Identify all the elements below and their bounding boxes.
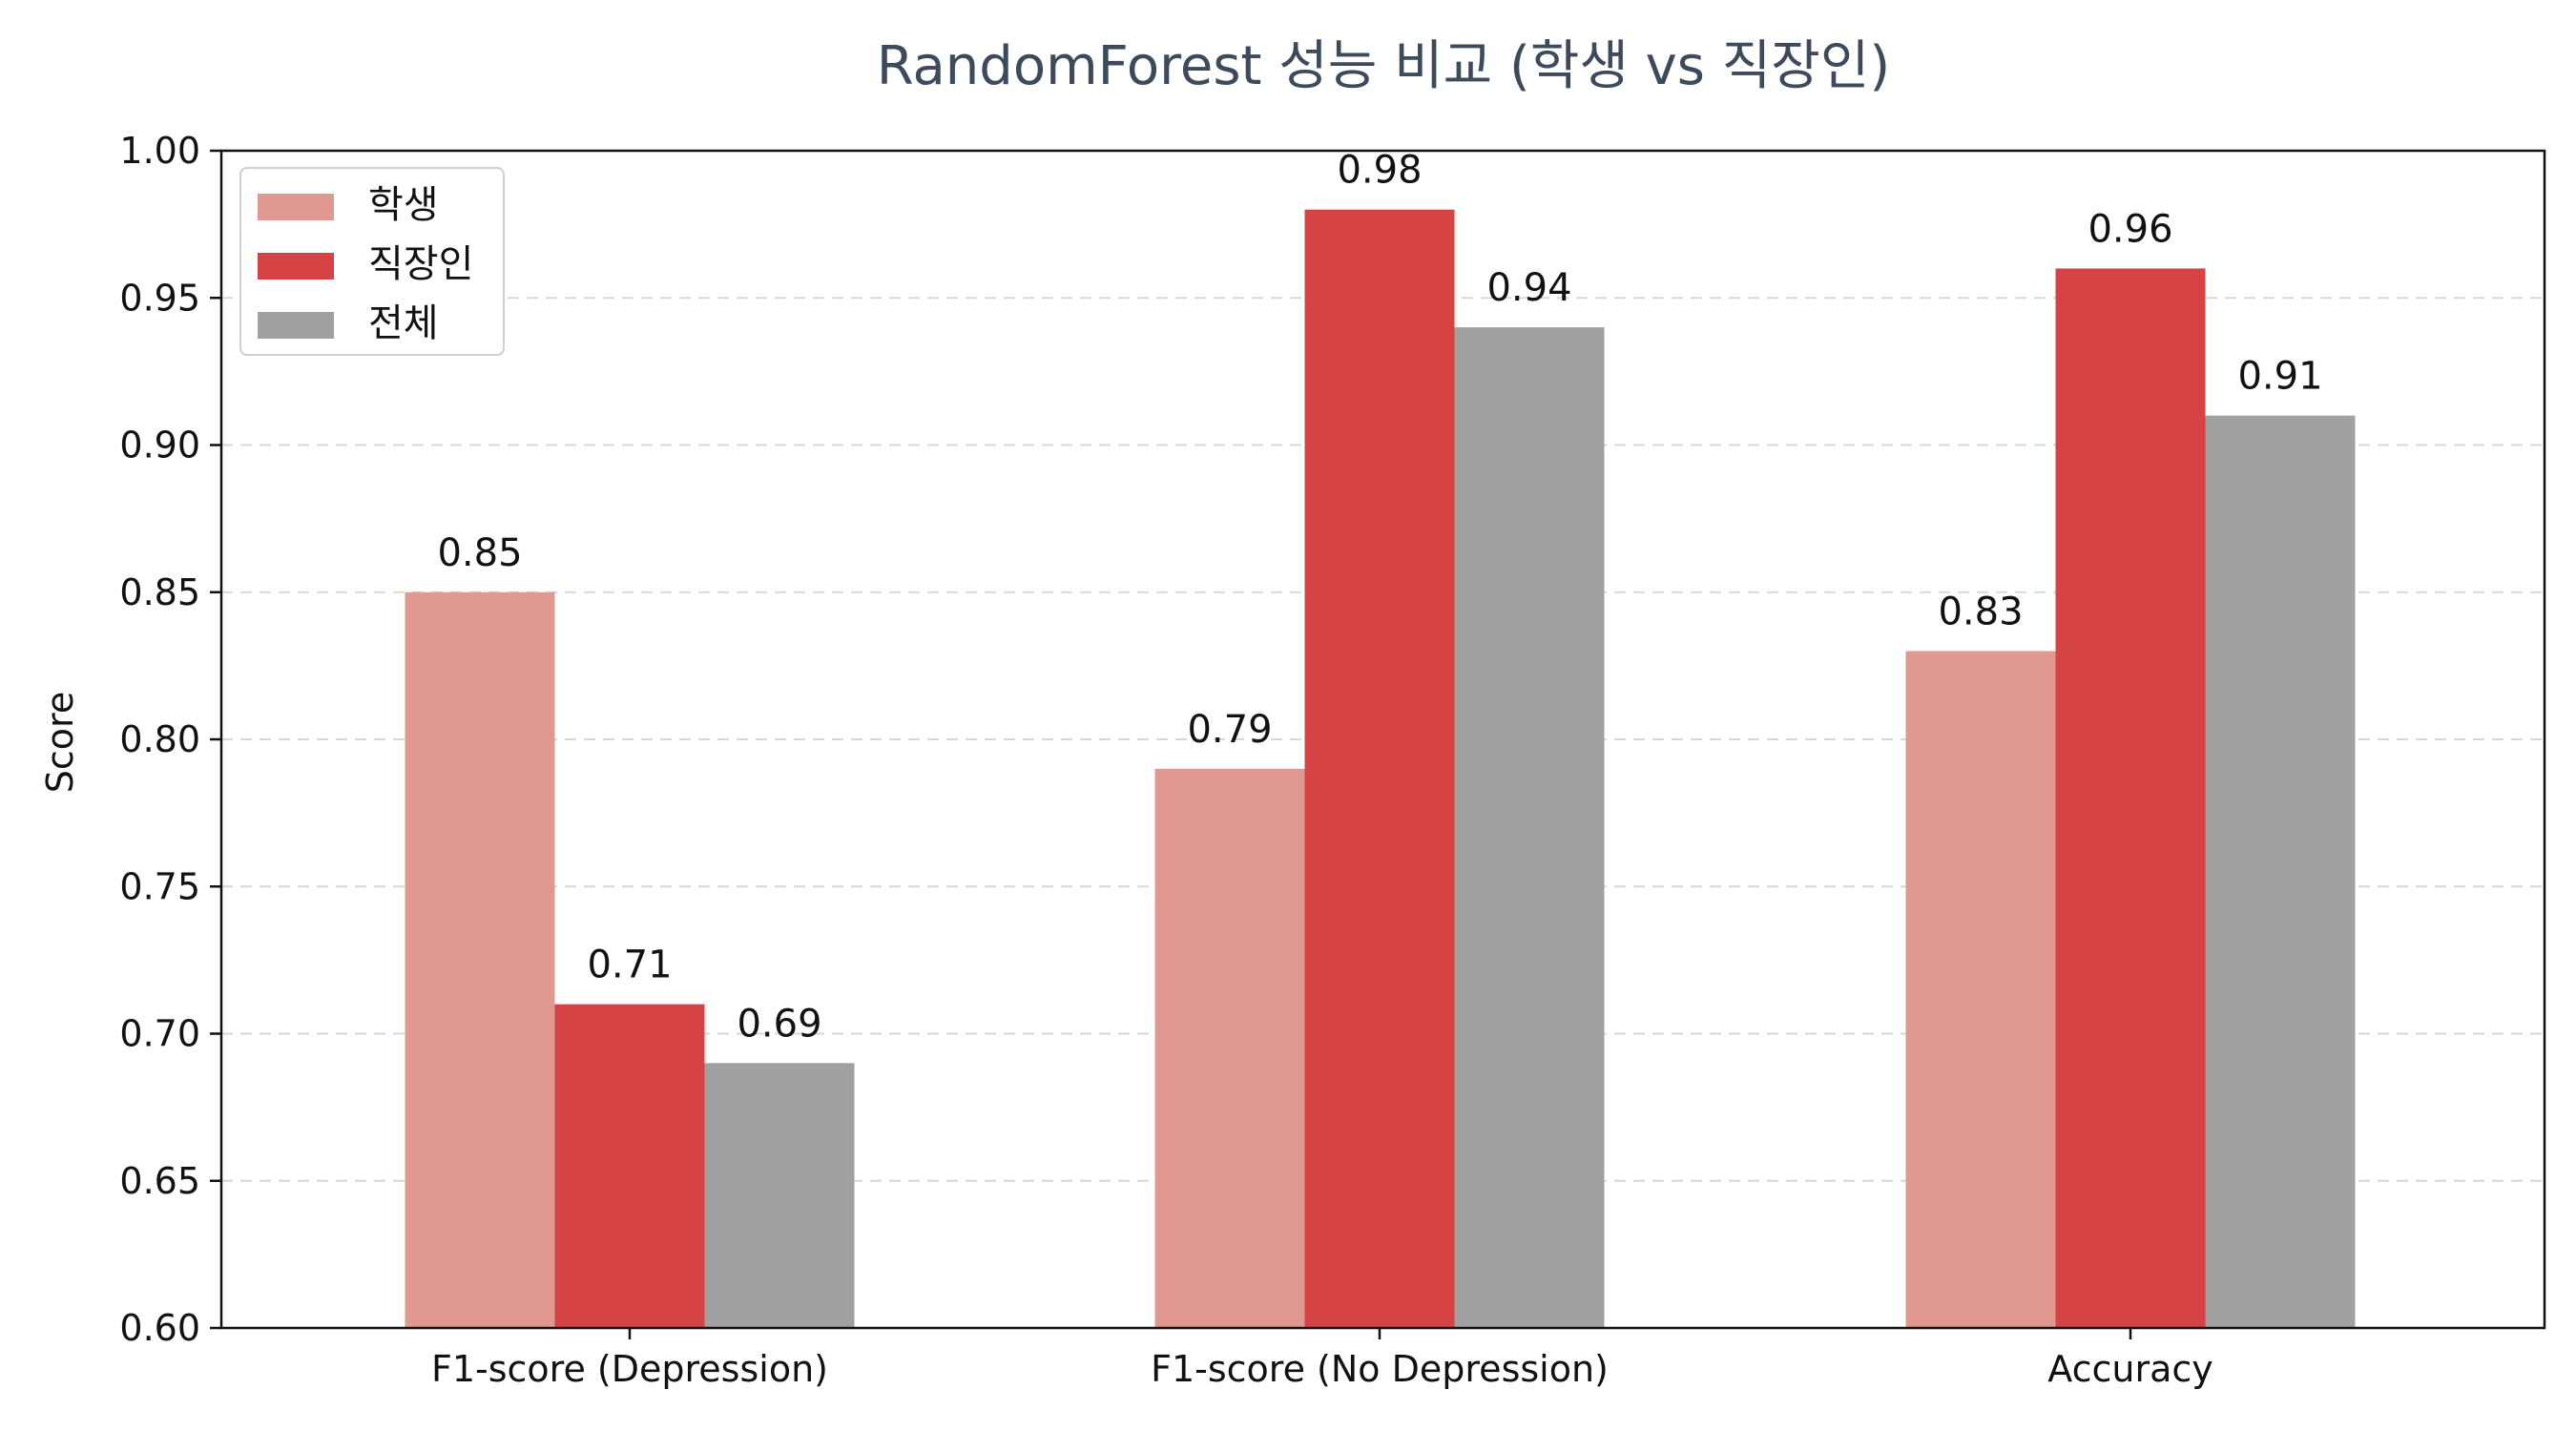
- bar: [1454, 327, 1605, 1329]
- x-tick-label: F1-score (Depression): [431, 1348, 828, 1390]
- bar-value-label: 0.85: [437, 531, 522, 575]
- bar: [405, 591, 555, 1328]
- bar-value-label: 0.69: [737, 1002, 821, 1046]
- bar: [1304, 209, 1455, 1329]
- y-tick-label: 0.65: [119, 1160, 200, 1202]
- bar: [2055, 268, 2206, 1328]
- bar: [1154, 768, 1305, 1328]
- legend-swatch: [258, 253, 334, 280]
- y-tick-label: 0.80: [119, 718, 200, 760]
- bar: [554, 1004, 705, 1328]
- bar-value-label: 0.91: [2237, 355, 2322, 399]
- y-tick-label: 1.00: [119, 130, 200, 172]
- x-tick-label: Accuracy: [2047, 1348, 2213, 1390]
- bar-value-label: 0.79: [1187, 708, 1272, 752]
- x-tick-label: F1-score (No Depression): [1151, 1348, 1609, 1390]
- chart-title: RandomForest 성능 비교 (학생 vs 직장인): [877, 35, 1890, 97]
- plot-frame: [219, 149, 2546, 1330]
- y-tick-label: 0.95: [119, 277, 200, 319]
- legend-label: 학생: [368, 183, 439, 227]
- bar: [704, 1063, 855, 1328]
- axes: 0.60 0.65 0.70 0.75 0.80 0.85 0.90 0.95 1.00 F1-s…: [119, 130, 2546, 1390]
- bar-value-label: 0.71: [587, 944, 672, 987]
- legend-swatch: [258, 194, 334, 220]
- y-tick-label: 0.60: [119, 1307, 200, 1349]
- y-tick-label: 0.70: [119, 1013, 200, 1055]
- legend-label: 직장인: [368, 242, 473, 286]
- legend-label: 전체: [368, 301, 439, 345]
- bar-value-label: 0.94: [1486, 266, 1571, 310]
- bar-value-label: 0.98: [1337, 149, 1422, 193]
- bar-value-label: 0.96: [2088, 207, 2172, 251]
- bar: [1905, 651, 2056, 1328]
- y-tick-label: 0.90: [119, 425, 200, 467]
- bar-value-label: 0.83: [1938, 590, 2023, 633]
- bars: [405, 209, 2356, 1329]
- y-axis-label: Score: [39, 692, 81, 793]
- y-tick-label: 0.85: [119, 571, 200, 613]
- y-tick-label: 0.75: [119, 865, 200, 907]
- bar-value-labels: 0.85 0.71 0.69 0.79 0.98 0.94 0.83 0.96 0.91: [437, 149, 2322, 1047]
- bar: [2205, 415, 2356, 1328]
- legend-swatch: [258, 312, 334, 339]
